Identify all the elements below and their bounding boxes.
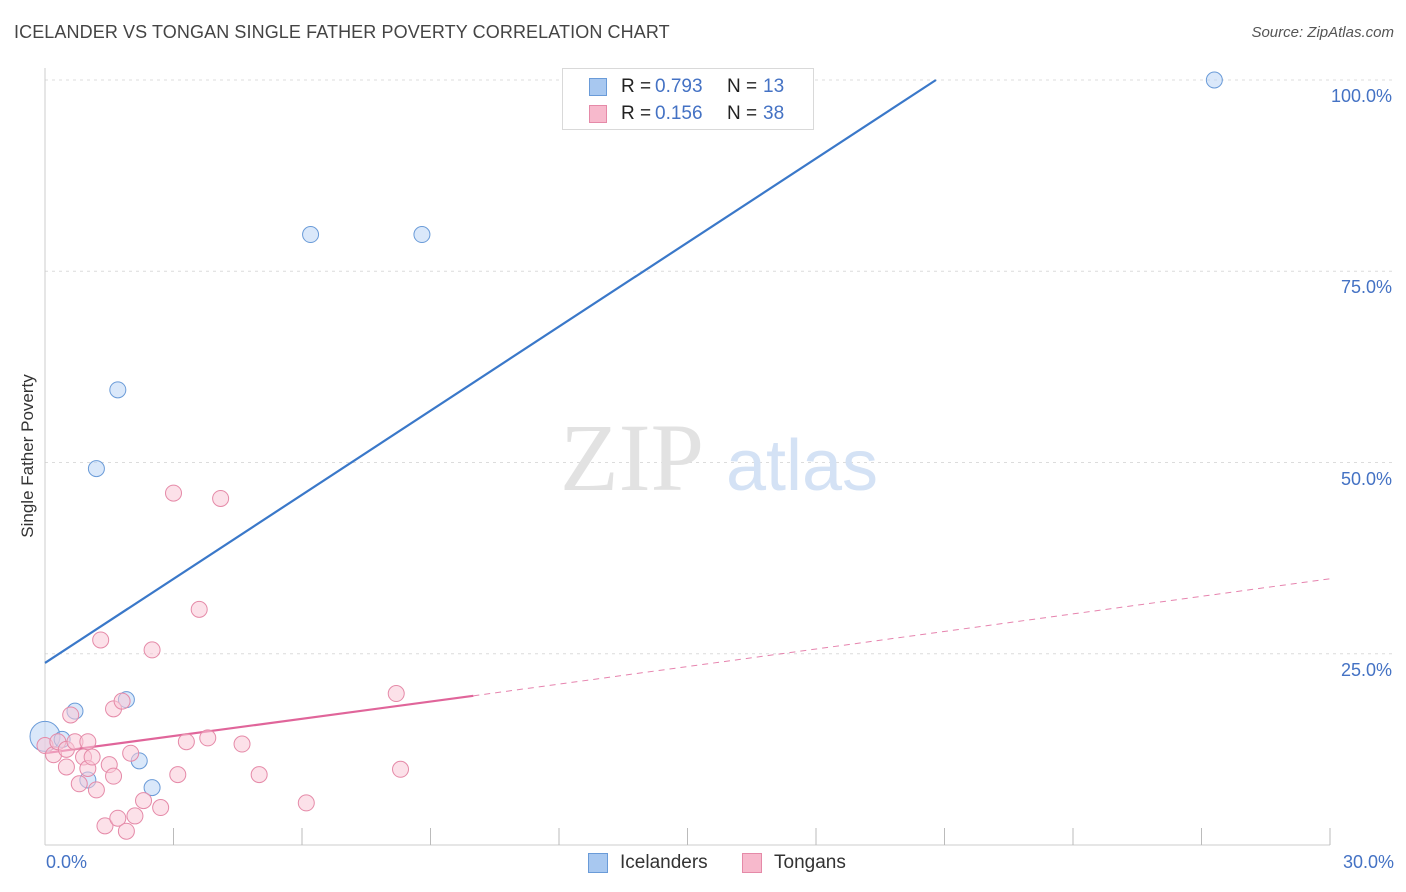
data-point-tongans xyxy=(234,736,250,752)
legend-swatch-tongans xyxy=(742,853,762,873)
data-point-tongans xyxy=(191,601,207,617)
y-tick-label: 25.0% xyxy=(1341,660,1392,681)
legend-n-label: N = xyxy=(727,76,763,98)
data-point-tongans xyxy=(298,795,314,811)
y-axis-label: Single Father Poverty xyxy=(18,374,38,537)
data-point-icelanders xyxy=(110,382,126,398)
legend-item-icelanders: Icelanders xyxy=(588,852,708,874)
legend-label-tongans: Tongans xyxy=(774,852,846,874)
data-point-tongans xyxy=(118,823,134,839)
data-point-tongans xyxy=(178,734,194,750)
data-point-tongans xyxy=(153,800,169,816)
data-point-tongans xyxy=(144,642,160,658)
y-tick-label: 100.0% xyxy=(1331,86,1392,107)
data-point-tongans xyxy=(88,782,104,798)
correlation-legend: R = 0.793 N = 13 R = 0.156 N = 38 xyxy=(562,68,814,130)
data-point-tongans xyxy=(393,761,409,777)
data-point-tongans xyxy=(213,490,229,506)
data-point-icelanders xyxy=(88,461,104,477)
data-point-tongans xyxy=(200,730,216,746)
legend-r-value: 0.156 xyxy=(655,103,727,125)
legend-swatch-tongans xyxy=(589,105,607,123)
data-point-tongans xyxy=(123,745,139,761)
data-point-tongans xyxy=(388,686,404,702)
data-point-tongans xyxy=(80,734,96,750)
data-point-icelanders xyxy=(1206,72,1222,88)
data-point-tongans xyxy=(170,767,186,783)
data-point-tongans xyxy=(63,707,79,723)
data-point-tongans xyxy=(71,776,87,792)
data-point-tongans xyxy=(251,767,267,783)
data-point-icelanders xyxy=(414,227,430,243)
legend-item-tongans: Tongans xyxy=(742,852,846,874)
y-tick-label: 50.0% xyxy=(1341,469,1392,490)
data-point-tongans xyxy=(136,793,152,809)
trend-line-extension-tongans xyxy=(473,579,1330,696)
watermark-zip: ZIP xyxy=(560,404,704,511)
data-point-tongans xyxy=(127,808,143,824)
data-point-tongans xyxy=(84,749,100,765)
legend-n-label: N = xyxy=(727,103,763,125)
legend-label-icelanders: Icelanders xyxy=(620,852,708,874)
data-point-tongans xyxy=(166,485,182,501)
legend-n-value: 13 xyxy=(763,76,784,98)
data-point-icelanders xyxy=(303,227,319,243)
legend-n-value: 38 xyxy=(763,103,784,125)
legend-swatch-icelanders xyxy=(588,853,608,873)
data-point-tongans xyxy=(93,632,109,648)
data-point-tongans xyxy=(58,759,74,775)
gridlines xyxy=(45,80,1392,654)
data-point-tongans xyxy=(114,693,130,709)
watermark-atlas: atlas xyxy=(726,426,878,506)
y-tick-label: 75.0% xyxy=(1341,277,1392,298)
watermark: ZIP atlas xyxy=(560,404,878,511)
legend-row-icelanders: R = 0.793 N = 13 xyxy=(563,74,784,100)
scatter-chart: ZIP atlas xyxy=(0,0,1406,892)
data-point-tongans xyxy=(106,768,122,784)
trend-line-icelanders xyxy=(45,80,936,663)
series-legend: Icelanders Tongans xyxy=(0,852,1406,878)
legend-r-label: R = xyxy=(621,103,655,125)
legend-row-tongans: R = 0.156 N = 38 xyxy=(563,101,784,127)
legend-r-label: R = xyxy=(621,76,655,98)
legend-r-value: 0.793 xyxy=(655,76,727,98)
legend-swatch-icelanders xyxy=(589,78,607,96)
